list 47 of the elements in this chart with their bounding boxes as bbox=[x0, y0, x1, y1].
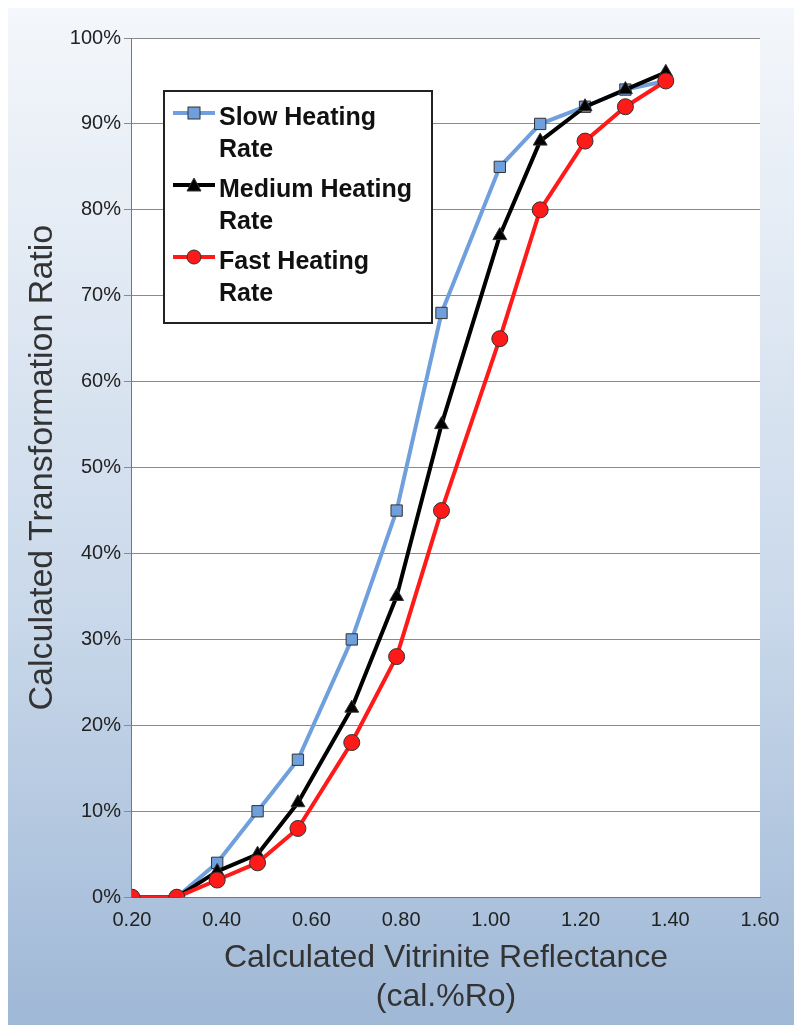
y-tick-label: 60% bbox=[80, 369, 122, 392]
point bbox=[493, 160, 506, 174]
point bbox=[434, 416, 449, 430]
point bbox=[343, 734, 361, 752]
y-tick-label: 100% bbox=[69, 25, 122, 48]
point bbox=[251, 805, 264, 818]
point bbox=[249, 854, 267, 872]
point bbox=[389, 587, 405, 601]
point bbox=[291, 753, 305, 766]
x-tick-label: 1.00 bbox=[471, 907, 511, 930]
y-tick-label: 50% bbox=[80, 455, 122, 478]
point bbox=[289, 819, 307, 837]
x-tick-label: 1.40 bbox=[650, 907, 690, 930]
x-tick-label: 0.20 bbox=[112, 907, 152, 930]
y-tick-label: 80% bbox=[80, 197, 122, 220]
point bbox=[435, 306, 448, 320]
point bbox=[616, 98, 634, 116]
legend-label: Slow Heating Rate bbox=[219, 101, 377, 164]
y-axis-title: Calculated Transformation Ratio bbox=[20, 224, 59, 711]
point bbox=[390, 504, 403, 517]
point bbox=[432, 502, 450, 520]
legend-label: Fast Heating Rate bbox=[219, 245, 371, 308]
point bbox=[576, 132, 594, 150]
point bbox=[532, 132, 548, 146]
y-tick-label: 0% bbox=[92, 884, 122, 907]
point bbox=[492, 227, 508, 241]
point bbox=[290, 794, 306, 808]
y-tick-label: 30% bbox=[80, 626, 122, 649]
point bbox=[344, 699, 360, 713]
x-tick-label: 1.60 bbox=[740, 907, 780, 930]
point bbox=[208, 871, 226, 889]
x-tick-label: 0.60 bbox=[291, 907, 331, 930]
y-tick-label: 20% bbox=[80, 712, 122, 735]
x-tick-label: 0.40 bbox=[202, 907, 242, 930]
y-tick-label: 70% bbox=[80, 283, 122, 306]
point bbox=[531, 201, 549, 219]
point bbox=[534, 117, 547, 131]
y-tick-label: 90% bbox=[80, 111, 122, 134]
x-tick-label: 1.20 bbox=[561, 907, 601, 930]
x-tick-label: 0.80 bbox=[381, 907, 421, 930]
point bbox=[345, 633, 358, 646]
x-axis-title: Calculated Vitrinite Reflectance (cal.%Ro) bbox=[223, 938, 669, 1013]
y-tick-label: 40% bbox=[80, 541, 122, 564]
legend-label: Medium Heating Rate bbox=[219, 173, 414, 236]
point bbox=[388, 648, 406, 666]
point bbox=[491, 330, 509, 348]
y-tick-label: 10% bbox=[80, 798, 122, 821]
